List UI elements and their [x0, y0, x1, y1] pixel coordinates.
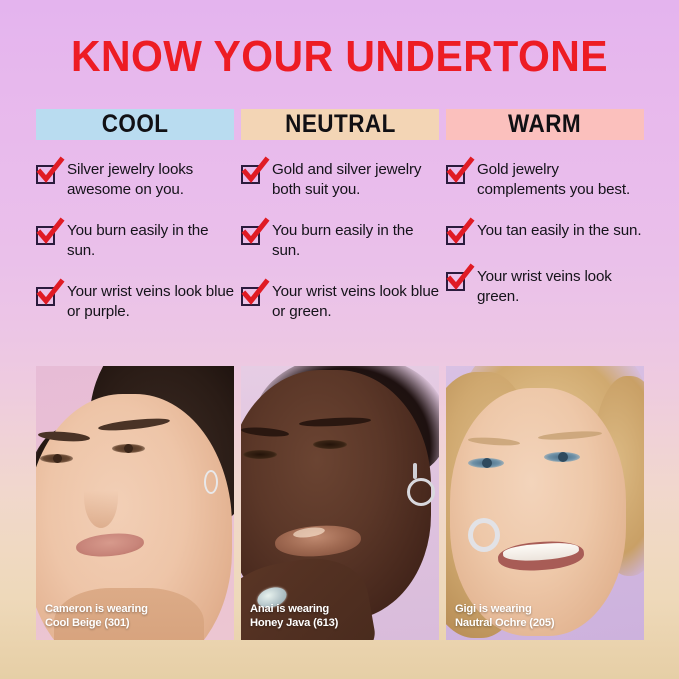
checklist-item: Your wrist veins look blue or purple. — [36, 278, 234, 321]
column-header-label: COOL — [101, 110, 169, 138]
checklist-item-label: Your wrist veins look blue or purple. — [67, 283, 234, 320]
caption-line-2: Honey Java (613) — [250, 616, 339, 629]
undertone-column-neutral: NEUTRAL Gold and silver jewelry both sui… — [241, 109, 439, 343]
checklist-item: You tan easily in the sun. — [446, 217, 644, 245]
checked-checkbox-icon — [241, 278, 270, 306]
photo-caption-cameron: Cameron is wearing Cool Beige (301) — [45, 603, 148, 630]
checklist-item-label: Silver jewelry looks awesome on you. — [67, 161, 194, 198]
checked-checkbox-icon — [241, 156, 270, 184]
checklist-item-label: You tan easily in the sun. — [477, 222, 642, 239]
model-photo-gigi: Gigi is wearing Nautral Ochre (205) — [446, 366, 644, 640]
checklist-item-label: Gold jewelry complements you best. — [477, 161, 631, 198]
checklist-item: Your wrist veins look green. — [446, 263, 644, 306]
checked-checkbox-icon — [446, 263, 475, 291]
checklist-item: Gold and silver jewelry both suit you. — [241, 156, 439, 199]
checklist-item-label: You burn easily in the sun. — [272, 222, 414, 259]
checklist-warm: Gold jewelry complements you best. You t… — [446, 156, 644, 306]
column-header-neutral: NEUTRAL — [241, 109, 439, 140]
caption-line-2: Nautral Ochre (205) — [455, 616, 555, 629]
checked-checkbox-icon — [36, 278, 65, 306]
checked-checkbox-icon — [446, 156, 475, 184]
photo-caption-gigi: Gigi is wearing Nautral Ochre (205) — [455, 603, 555, 630]
checklist-item: You burn easily in the sun. — [241, 217, 439, 260]
caption-line-2: Cool Beige (301) — [45, 616, 130, 629]
checked-checkbox-icon — [36, 217, 65, 245]
column-header-warm: WARM — [446, 109, 644, 140]
caption-line-1: Anai is wearing — [250, 603, 330, 615]
checklist-item: Silver jewelry looks awesome on you. — [36, 156, 234, 199]
model-photo-cameron: Cameron is wearing Cool Beige (301) — [36, 366, 234, 640]
checklist-item: Your wrist veins look blue or green. — [241, 278, 439, 321]
checklist-item: Gold jewelry complements you best. — [446, 156, 644, 199]
column-header-label: NEUTRAL — [284, 110, 396, 138]
checklist-item-label: Your wrist veins look green. — [477, 268, 612, 305]
model-photos: Cameron is wearing Cool Beige (301) Anai … — [36, 366, 644, 640]
undertone-column-warm: WARM Gold jewelry complements you best. … — [446, 109, 644, 343]
undertone-columns: COOL Silver jewelry looks awesome on you… — [36, 109, 644, 343]
column-header-cool: COOL — [36, 109, 234, 140]
photo-caption-anai: Anai is wearing Honey Java (613) — [250, 603, 338, 630]
checklist-item-label: You burn easily in the sun. — [67, 222, 209, 259]
caption-line-1: Gigi is wearing — [455, 603, 532, 615]
checked-checkbox-icon — [446, 217, 475, 245]
checked-checkbox-icon — [36, 156, 65, 184]
checklist-item-label: Gold and silver jewelry both suit you. — [272, 161, 422, 198]
checklist-neutral: Gold and silver jewelry both suit you. Y… — [241, 156, 439, 321]
checklist-item: You burn easily in the sun. — [36, 217, 234, 260]
checked-checkbox-icon — [241, 217, 270, 245]
checklist-cool: Silver jewelry looks awesome on you. You… — [36, 156, 234, 321]
model-photo-anai: Anai is wearing Honey Java (613) — [241, 366, 439, 640]
column-header-label: WARM — [508, 110, 582, 138]
undertone-column-cool: COOL Silver jewelry looks awesome on you… — [36, 109, 234, 343]
checklist-item-label: Your wrist veins look blue or green. — [272, 283, 439, 320]
page-title: KNOW YOUR UNDERTONE — [70, 32, 609, 81]
caption-line-1: Cameron is wearing — [45, 603, 148, 615]
